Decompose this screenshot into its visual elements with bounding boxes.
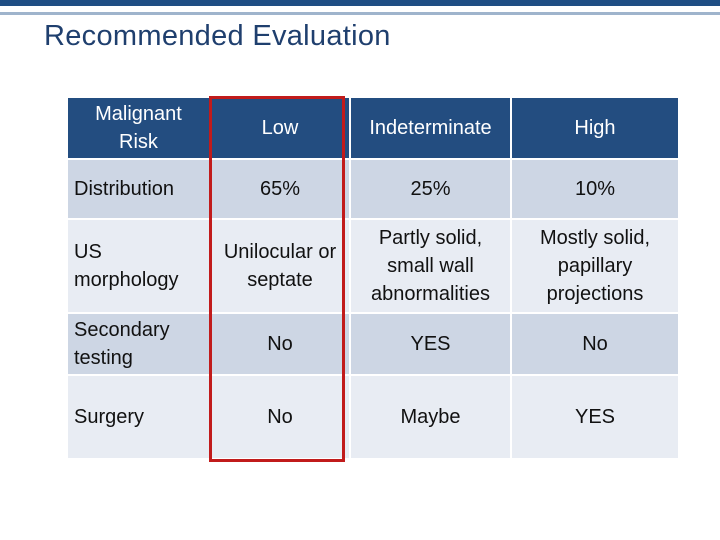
cell-low: Unilocular or septate bbox=[209, 218, 351, 314]
top-accent-line bbox=[0, 12, 720, 15]
table-row-us-morphology: US morphology Unilocular or septate Part… bbox=[66, 218, 680, 314]
table-row-surgery: Surgery No Maybe YES bbox=[66, 374, 680, 460]
table-row-secondary-testing: Secondary testing No YES No bbox=[66, 312, 680, 376]
cell-indeterminate: Partly solid, small wall abnormalities bbox=[349, 218, 512, 314]
cell-high: Mostly solid, papillary projections bbox=[510, 218, 680, 314]
row-label: Surgery bbox=[66, 374, 211, 460]
row-label: US morphology bbox=[66, 218, 211, 314]
cell-low: No bbox=[209, 374, 351, 460]
cell-indeterminate: YES bbox=[349, 312, 512, 376]
cell-high: No bbox=[510, 312, 680, 376]
cell-low: 65% bbox=[209, 158, 351, 220]
header-indeterminate: Indeterminate bbox=[349, 96, 512, 160]
row-label: Secondary testing bbox=[66, 312, 211, 376]
cell-indeterminate: 25% bbox=[349, 158, 512, 220]
header-low: Low bbox=[209, 96, 351, 160]
evaluation-table: Malignant Risk Low Indeterminate High Di… bbox=[66, 96, 680, 460]
table-row-distribution: Distribution 65% 25% 10% bbox=[66, 158, 680, 220]
cell-high: YES bbox=[510, 374, 680, 460]
header-high: High bbox=[510, 96, 680, 160]
header-row: Malignant Risk Low Indeterminate High bbox=[66, 96, 680, 160]
cell-high: 10% bbox=[510, 158, 680, 220]
slide-title: Recommended Evaluation bbox=[44, 20, 391, 52]
header-malignant-risk: Malignant Risk bbox=[66, 96, 211, 160]
row-label: Distribution bbox=[66, 158, 211, 220]
top-accent-bar bbox=[0, 0, 720, 6]
cell-indeterminate: Maybe bbox=[349, 374, 512, 460]
cell-low: No bbox=[209, 312, 351, 376]
